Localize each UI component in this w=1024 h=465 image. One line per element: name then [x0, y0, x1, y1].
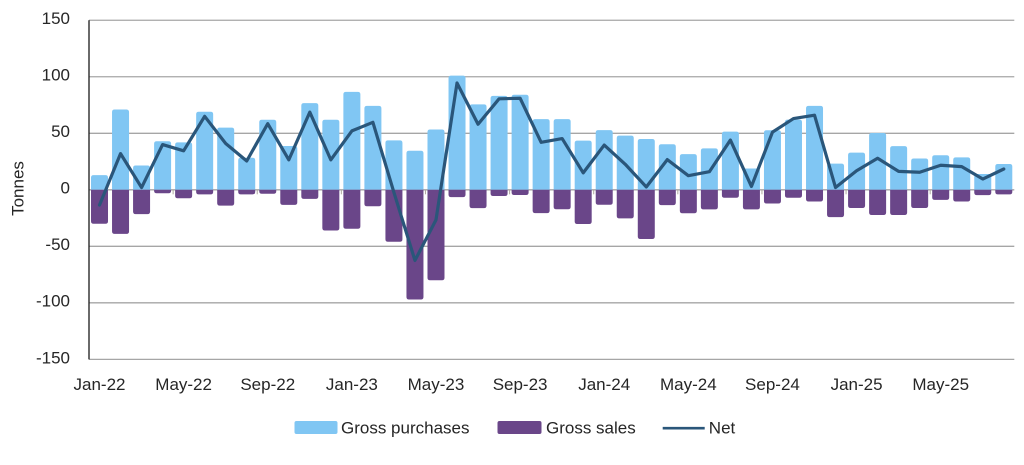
svg-text:100: 100	[42, 66, 70, 85]
svg-text:May-22: May-22	[155, 375, 212, 394]
svg-text:Gross sales: Gross sales	[546, 419, 636, 438]
svg-text:Net: Net	[709, 419, 736, 438]
svg-text:Tonnes: Tonnes	[9, 161, 28, 216]
svg-text:Jan-24: Jan-24	[578, 375, 630, 394]
svg-text:0: 0	[61, 179, 70, 198]
svg-text:May-25: May-25	[912, 375, 969, 394]
svg-text:Sep-23: Sep-23	[493, 375, 548, 394]
svg-text:Jan-22: Jan-22	[74, 375, 126, 394]
svg-text:-50: -50	[45, 235, 70, 254]
svg-text:50: 50	[51, 122, 70, 141]
svg-text:150: 150	[42, 9, 70, 28]
svg-text:May-23: May-23	[408, 375, 465, 394]
svg-text:Jan-25: Jan-25	[831, 375, 883, 394]
svg-text:-150: -150	[36, 348, 70, 367]
svg-text:Sep-22: Sep-22	[240, 375, 295, 394]
svg-text:Jan-23: Jan-23	[326, 375, 378, 394]
svg-text:-100: -100	[36, 292, 70, 311]
svg-text:May-24: May-24	[660, 375, 717, 394]
svg-text:Gross purchases: Gross purchases	[341, 419, 470, 438]
svg-text:Sep-24: Sep-24	[745, 375, 800, 394]
